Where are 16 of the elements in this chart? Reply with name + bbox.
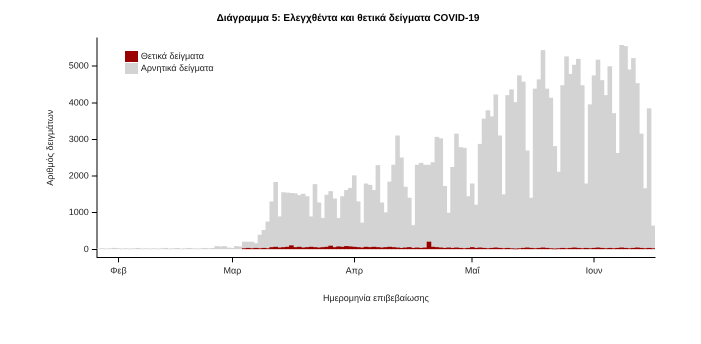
y-tick-label: 0 bbox=[84, 244, 89, 254]
y-tick-label: 4000 bbox=[68, 97, 89, 108]
y-tick-label: 3000 bbox=[68, 134, 89, 144]
x-tick-label: Ιουν bbox=[586, 265, 604, 276]
y-tick-label: 1000 bbox=[68, 207, 89, 218]
y-tick-label: 5000 bbox=[68, 60, 89, 71]
x-tick-label: Απρ bbox=[346, 265, 363, 276]
legend-label: Θετικά δείγματα bbox=[140, 50, 204, 62]
legend-label: Αρνητικά δείγματα bbox=[140, 62, 214, 74]
y-tick-label: 2000 bbox=[68, 170, 89, 181]
chart-title: Διάγραμμα 5: Ελεγχθέντα και θετικά δείγματα COVID-19 bbox=[216, 12, 480, 24]
x-axis-title: Ημερομηνία επιβεβαίωσης bbox=[322, 293, 430, 304]
y-axis-title: Αριθμός δειγμάτων bbox=[44, 109, 55, 186]
x-tick-label: Μαρ bbox=[224, 265, 242, 276]
x-tick-label: Φεβ bbox=[110, 265, 127, 276]
x-tick-label: Μαΐ bbox=[464, 265, 481, 276]
